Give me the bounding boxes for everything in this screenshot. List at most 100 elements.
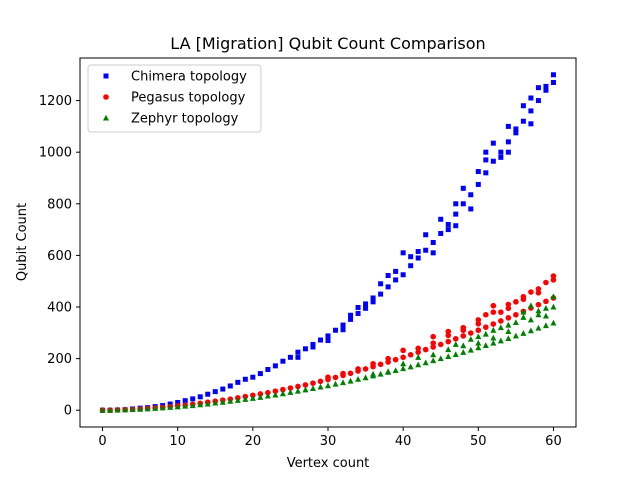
y-axis-ticks: 0 200 400 600 800 1000 1200 bbox=[39, 94, 80, 419]
chimera-data-point bbox=[363, 301, 369, 307]
chimera-data-point bbox=[340, 327, 346, 333]
chimera-data-point bbox=[460, 201, 466, 207]
zephyr-data-point bbox=[505, 328, 512, 335]
pegasus-data-point bbox=[490, 309, 497, 315]
pegasus-data-point bbox=[513, 311, 519, 318]
pegasus-data-point bbox=[490, 302, 497, 309]
zephyr-data-point bbox=[535, 324, 542, 331]
pegasus-data-point bbox=[370, 360, 376, 367]
pegasus-data-point bbox=[498, 309, 504, 315]
chimera-data-point bbox=[205, 391, 211, 397]
pegasus-data-point bbox=[505, 305, 512, 312]
zephyr-data-point bbox=[542, 305, 549, 311]
pegasus-data-point bbox=[295, 383, 301, 390]
chimera-data-point bbox=[265, 366, 271, 372]
chimera-data-point bbox=[505, 123, 511, 129]
zephyr-data-point bbox=[527, 316, 534, 323]
zephyr-data-point bbox=[505, 321, 512, 328]
pegasus-data-point bbox=[340, 370, 346, 377]
zephyr-data-point bbox=[272, 391, 279, 398]
chimera-data-point bbox=[505, 139, 511, 145]
zephyr-data-point bbox=[497, 337, 504, 344]
pegasus-data-point bbox=[520, 296, 527, 303]
zephyr-data-point bbox=[415, 354, 422, 360]
pegasus-data-point bbox=[460, 333, 467, 339]
y-tick-label: 200 bbox=[47, 352, 72, 367]
pegasus-data-point bbox=[550, 277, 557, 283]
zephyr-data-point bbox=[520, 308, 527, 315]
legend-zephyr-marker bbox=[103, 114, 109, 121]
chimera-data-point bbox=[468, 206, 474, 212]
zephyr-data-point bbox=[144, 405, 151, 412]
chimera-data-point bbox=[370, 295, 376, 301]
pegasus-data-point bbox=[422, 346, 429, 353]
pegasus-data-point bbox=[535, 290, 542, 296]
chimera-data-point bbox=[310, 341, 316, 347]
y-tick-label: 600 bbox=[47, 249, 72, 264]
chimera-data-point bbox=[302, 346, 308, 352]
zephyr-data-point bbox=[452, 341, 459, 347]
x-tick-label: 40 bbox=[395, 434, 412, 449]
pegasus-data-point bbox=[272, 388, 279, 394]
zephyr-data-point bbox=[362, 374, 369, 381]
legend-pegasus-label: Pegasus topology bbox=[131, 91, 246, 106]
chimera-data-point bbox=[175, 399, 181, 405]
zephyr-data-point bbox=[482, 330, 489, 337]
zephyr-data-point bbox=[422, 359, 429, 366]
zephyr-data-point bbox=[309, 385, 316, 392]
chimera-data-point bbox=[550, 80, 556, 86]
pegasus-data-point bbox=[498, 318, 504, 324]
legend: Chimera topology Pegasus topology Zephyr t… bbox=[87, 64, 262, 133]
zephyr-data-point bbox=[370, 370, 377, 377]
chimera-data-point bbox=[220, 386, 226, 392]
zephyr-data-point bbox=[460, 342, 467, 349]
chimera-data-point bbox=[528, 121, 534, 127]
chimera-data-point bbox=[445, 221, 451, 227]
zephyr-data-point bbox=[520, 330, 527, 336]
pegasus-data-point bbox=[467, 330, 474, 336]
zephyr-data-point bbox=[527, 327, 534, 334]
pegasus-data-point bbox=[535, 286, 542, 292]
chimera-data-point bbox=[483, 149, 489, 155]
x-axis-ticks: 0 10 20 30 40 50 60 bbox=[98, 427, 562, 449]
x-tick-label: 30 bbox=[320, 434, 337, 449]
chimera-data-point bbox=[340, 322, 346, 328]
zephyr-data-point bbox=[107, 406, 114, 413]
chimera-data-point bbox=[280, 358, 286, 364]
chimera-data-point bbox=[460, 185, 466, 191]
zephyr-data-point bbox=[294, 387, 301, 394]
zephyr-data-point bbox=[152, 405, 159, 411]
chimera-data-point bbox=[475, 181, 481, 187]
zephyr-data-point bbox=[475, 344, 482, 351]
chimera-data-point bbox=[355, 310, 361, 316]
pegasus-data-point bbox=[362, 366, 369, 372]
x-tick-label: 60 bbox=[545, 434, 562, 449]
zephyr-data-point bbox=[242, 396, 249, 402]
chimera-data-point bbox=[528, 108, 534, 114]
zephyr-data-point bbox=[189, 402, 196, 409]
zephyr-data-point bbox=[475, 333, 482, 340]
chimera-data-point bbox=[227, 383, 233, 389]
zephyr-data-point bbox=[550, 319, 557, 326]
pegasus-data-point bbox=[430, 333, 437, 340]
zephyr-data-point bbox=[302, 386, 309, 393]
y-tick-label: 400 bbox=[47, 301, 72, 316]
legend-chimera-label: Chimera topology bbox=[131, 70, 247, 85]
pegasus-data-point bbox=[445, 338, 452, 345]
pegasus-data-point bbox=[543, 298, 549, 305]
zephyr-data-point bbox=[234, 397, 241, 403]
zephyr-data-point bbox=[167, 404, 174, 410]
zephyr-data-point bbox=[400, 360, 407, 367]
zephyr-data-point bbox=[535, 311, 542, 318]
chimera-data-point bbox=[385, 273, 391, 279]
pegasus-data-point bbox=[543, 279, 549, 286]
chimera-data-point bbox=[317, 337, 323, 343]
zephyr-data-point bbox=[430, 351, 437, 358]
pegasus-data-point bbox=[302, 382, 309, 388]
zephyr-data-point bbox=[527, 302, 534, 309]
chimera-data-point bbox=[295, 349, 301, 355]
pegasus-data-point bbox=[287, 385, 294, 391]
zephyr-data-point bbox=[317, 383, 324, 390]
chimera-data-point bbox=[333, 327, 339, 333]
